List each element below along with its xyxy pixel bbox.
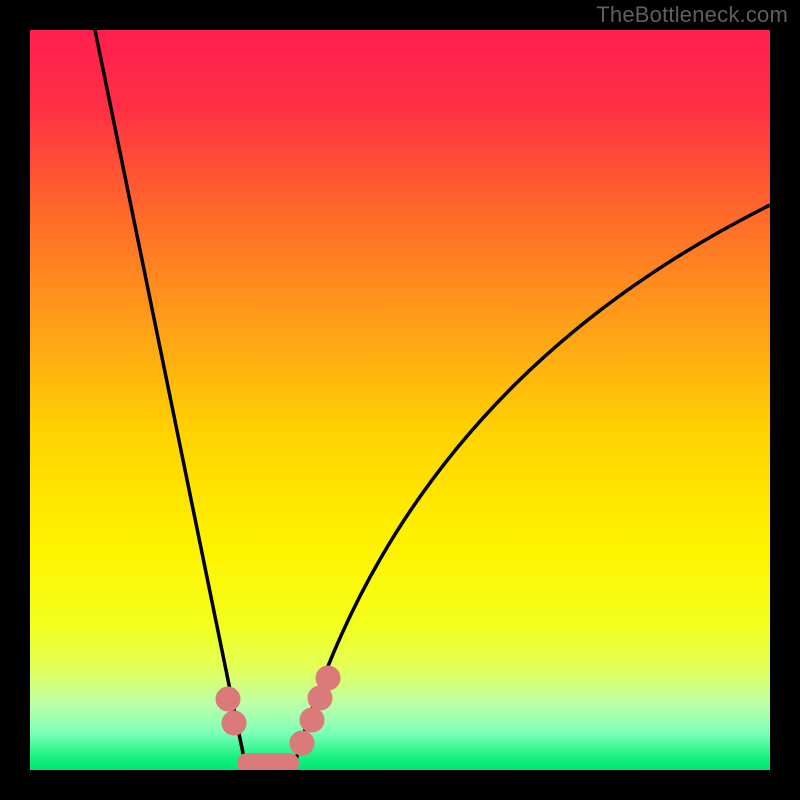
plot-area	[30, 30, 770, 770]
watermark-text: TheBottleneck.com	[596, 2, 788, 28]
data-point	[216, 687, 240, 711]
outer-frame: TheBottleneck.com	[0, 0, 800, 800]
curve-left	[95, 30, 245, 763]
data-markers	[216, 666, 340, 770]
data-point	[316, 666, 340, 690]
data-point	[290, 731, 314, 755]
data-point	[300, 708, 324, 732]
data-point-cluster	[237, 753, 299, 770]
data-point	[222, 711, 246, 735]
bottleneck-curves	[30, 30, 770, 770]
curve-right	[295, 205, 770, 763]
